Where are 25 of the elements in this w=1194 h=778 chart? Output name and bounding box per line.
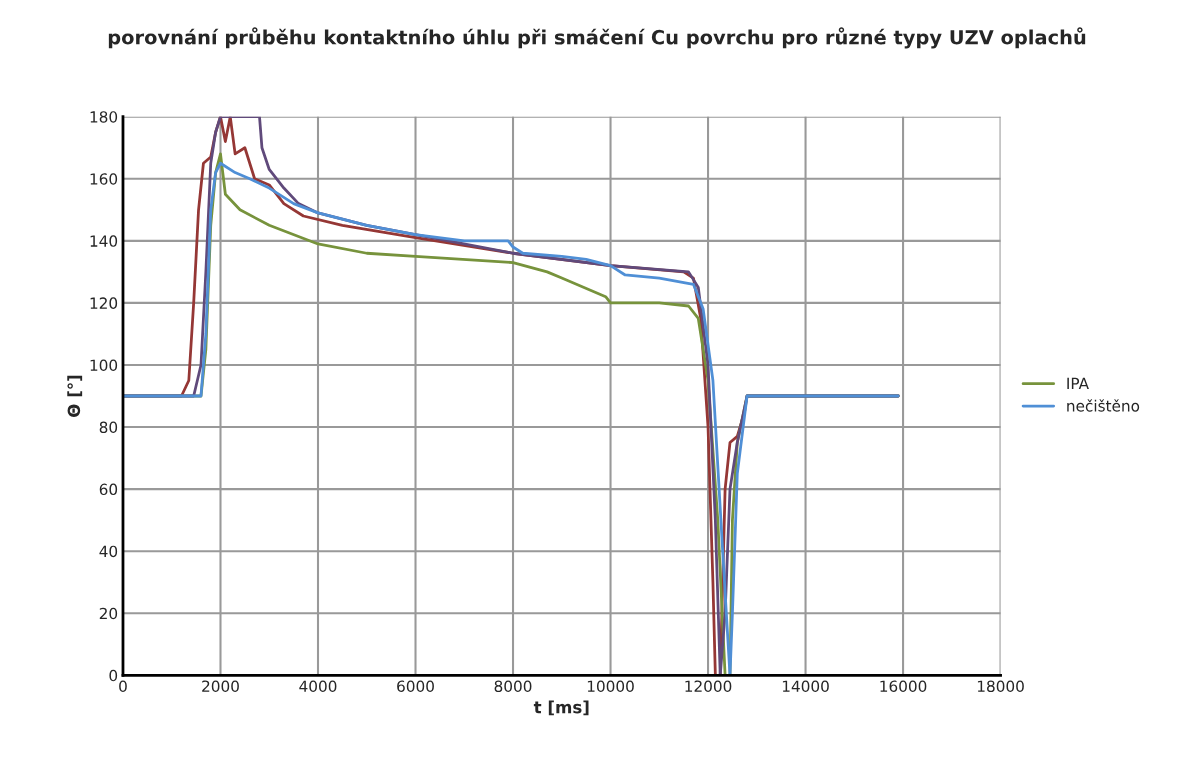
x-tick-label: 6000	[397, 680, 434, 692]
chart-title: porovnání průběhu kontaktního úhlu při smáčení Cu povrchu pro různé typy UZV oplachů	[108, 27, 1086, 49]
y-tick-label: 180	[90, 111, 118, 123]
x-tick-label: 8000	[494, 680, 532, 692]
y-tick-label: 140	[90, 235, 118, 247]
legend-label: nečištěno	[1067, 399, 1140, 412]
y-tick-label: 60	[99, 483, 118, 496]
y-tick-label: 100	[90, 359, 118, 371]
x-axis-title: t [ms]	[533, 700, 589, 716]
y-tick-label: 20	[99, 607, 118, 620]
y-tick-label: 160	[90, 173, 118, 185]
y-tick-label: 120	[90, 297, 118, 309]
x-tick-label: 14000	[782, 680, 829, 692]
y-tick-label: 80	[99, 421, 118, 434]
y-tick-label: 40	[99, 545, 118, 558]
y-tick-label: 0	[109, 669, 118, 682]
x-tick-label: 16000	[880, 680, 927, 692]
x-tick-label: 10000	[587, 680, 634, 692]
x-tick-label: 12000	[685, 680, 732, 692]
x-tick-label: 18000	[977, 680, 1024, 692]
legend-label: IPA	[1067, 377, 1089, 390]
x-tick-label: 4000	[299, 680, 337, 692]
y-axis-title: Θ [°]	[67, 375, 83, 417]
x-tick-label: 0	[119, 680, 127, 692]
x-tick-label: 2000	[202, 680, 239, 692]
